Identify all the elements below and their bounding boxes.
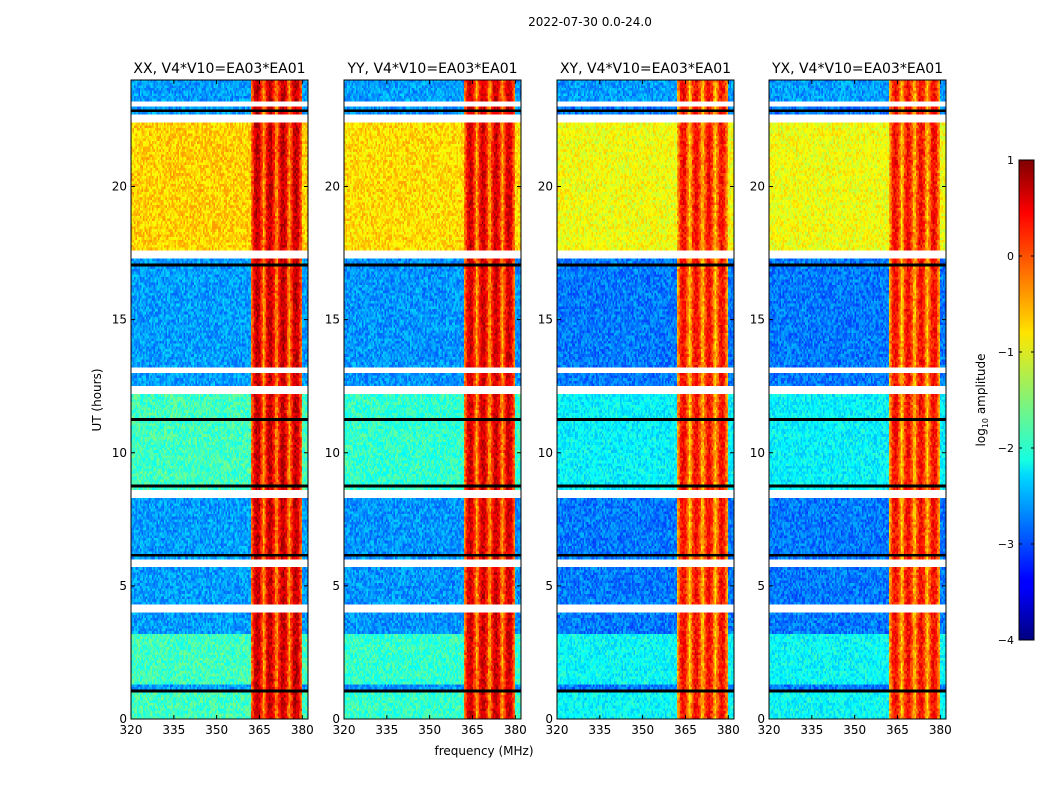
colorbar-tick-label: 1 [1007, 154, 1014, 167]
colorbar-ticks: 1 0 −1 −2 −3 −4 [998, 154, 1034, 647]
x-tick-label: 335 [800, 723, 823, 737]
colorbar-tick-label: −1 [998, 346, 1014, 359]
panel-frame [768, 79, 947, 720]
y-tick-label: 5 [757, 579, 765, 593]
x-tick-label: 365 [461, 723, 484, 737]
y-tick-label: 20 [538, 180, 553, 194]
x-tick-label: 380 [504, 723, 527, 737]
x-tick-label: 320 [546, 723, 569, 737]
x-tick-label: 350 [205, 723, 228, 737]
x-tick-label: 320 [758, 723, 781, 737]
x-axis-label: frequency (MHz) [434, 744, 533, 758]
x-tick-label: 380 [929, 723, 952, 737]
y-tick-label: 5 [332, 579, 340, 593]
panel-title: YY, V4*V10=EA03*EA01 [346, 61, 517, 77]
panel-title: YX, V4*V10=EA03*EA01 [771, 61, 943, 77]
heatmap-image [557, 80, 734, 719]
panel-3: XY, V4*V10=EA03*EA01 320 335 350 365 380 0 5 10 1… [538, 61, 740, 737]
y-tick-label: 10 [750, 446, 765, 460]
suptitle: 2022-07-30 0.0-24.0 [528, 15, 652, 29]
x-tick-label: 335 [162, 723, 185, 737]
y-tick-label: 10 [538, 446, 553, 460]
y-tick-label: 20 [112, 180, 127, 194]
x-tick-label: 380 [291, 723, 314, 737]
x-tick-label: 380 [717, 723, 740, 737]
y-tick-label: 15 [750, 313, 765, 327]
panels-group: XX, V4*V10=EA03*EA01 320 335 350 365 380 0 5 10 1… [112, 61, 952, 737]
y-tick-label: 0 [332, 712, 340, 726]
y-tick-label: 0 [757, 712, 765, 726]
x-tick-label: 365 [674, 723, 697, 737]
panel-1: XX, V4*V10=EA03*EA01 320 335 350 365 380 0 5 10 1… [112, 61, 314, 737]
y-tick-label: 10 [112, 446, 127, 460]
y-tick-label: 10 [325, 446, 340, 460]
y-tick-label: 15 [112, 313, 127, 327]
x-tick-label: 350 [843, 723, 866, 737]
heatmap-image [769, 80, 946, 719]
x-tick-label: 320 [120, 723, 143, 737]
panel-4: YX, V4*V10=EA03*EA01 320 335 350 365 380 0 5 10 1… [750, 61, 952, 737]
x-tick-label: 350 [631, 723, 654, 737]
colorbar-tick-label: 0 [1007, 250, 1014, 263]
x-tick-label: 365 [248, 723, 271, 737]
colorbar: 1 0 −1 −2 −3 −4 log10 amplitude [974, 154, 1035, 647]
x-tick-label: 335 [375, 723, 398, 737]
y-tick-label: 5 [545, 579, 553, 593]
y-axis-label: UT (hours) [90, 368, 104, 431]
y-tick-label: 15 [325, 313, 340, 327]
colorbar-tick-label: −2 [998, 442, 1014, 455]
x-tick-label: 335 [588, 723, 611, 737]
panel-title: XY, V4*V10=EA03*EA01 [560, 61, 731, 77]
y-tick-label: 0 [119, 712, 127, 726]
panel-title: XX, V4*V10=EA03*EA01 [133, 61, 305, 77]
x-tick-label: 365 [886, 723, 909, 737]
colorbar-tick-label: −4 [998, 634, 1014, 647]
y-tick-label: 15 [538, 313, 553, 327]
colorbar-label: log10 amplitude [974, 354, 990, 447]
y-tick-label: 20 [750, 180, 765, 194]
y-tick-label: 5 [119, 579, 127, 593]
y-tick-label: 0 [545, 712, 553, 726]
x-tick-label: 320 [333, 723, 356, 737]
panel-frame [343, 79, 522, 720]
x-tick-label: 350 [418, 723, 441, 737]
heatmap-image [344, 80, 521, 719]
colorbar-tick-label: −3 [998, 538, 1014, 551]
colorbar-gradient [1018, 159, 1035, 641]
panel-2: YY, V4*V10=EA03*EA01 320 335 350 365 380 0 5 10 1… [325, 61, 527, 737]
y-tick-label: 20 [325, 180, 340, 194]
heatmap-image [131, 80, 308, 719]
panel-frame [556, 79, 735, 720]
panel-frame [130, 79, 309, 720]
